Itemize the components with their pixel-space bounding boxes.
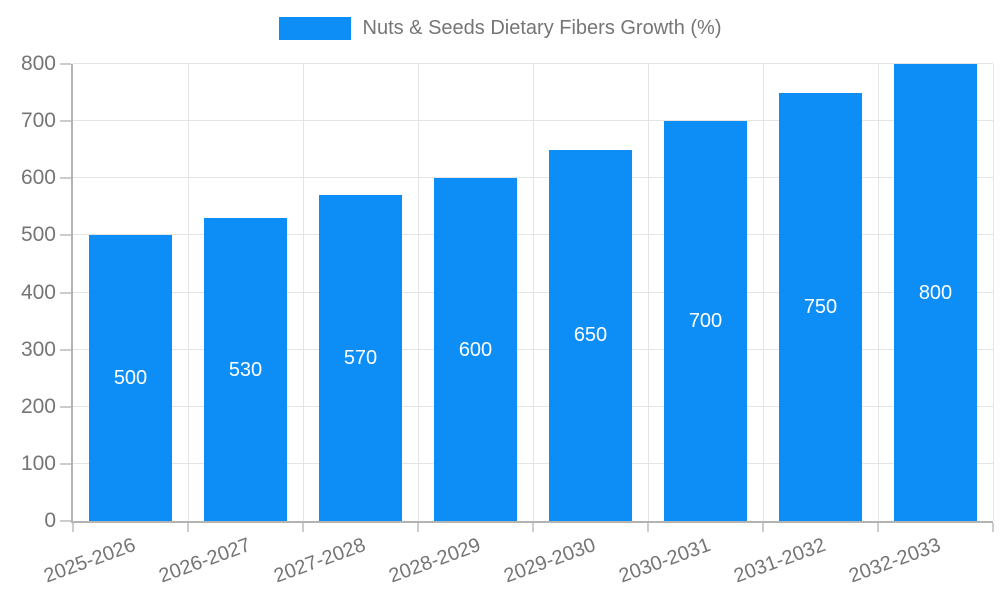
bar-2025-2026[interactable]: 500 [89,235,172,521]
y-tick [60,405,71,408]
y-tick-label: 600 [20,166,56,190]
bar-value-label: 500 [113,367,148,390]
y-tick-label: 0 [44,509,56,532]
bar-value-label: 800 [918,281,953,304]
x-tick [72,523,74,532]
bar-value-label: 700 [688,310,723,333]
bar-2027-2028[interactable]: 570 [319,195,402,521]
bar-value-label: 650 [573,324,608,347]
x-tick [762,523,764,532]
x-tick [877,523,879,532]
v-gridline [417,64,419,521]
x-tick [647,523,649,532]
bar-2031-2032[interactable]: 750 [779,92,862,521]
y-tick [60,234,71,237]
y-tick [60,462,71,465]
h-gridline [73,63,993,64]
y-tick [60,291,71,294]
bar-2028-2029[interactable]: 600 [434,178,517,521]
v-gridline [992,64,994,521]
y-tick-label: 800 [20,52,56,75]
legend-swatch [278,17,351,40]
y-tick [60,120,71,123]
bar-2030-2031[interactable]: 700 [664,121,747,521]
bar-2026-2027[interactable]: 530 [204,218,287,521]
y-tick-label: 100 [20,451,56,475]
bar-value-label: 600 [458,338,493,361]
bar-value-label: 750 [803,295,838,318]
y-tick [60,177,71,180]
v-gridline [877,64,879,521]
y-tick-label: 300 [20,337,56,361]
bar-value-label: 530 [228,358,263,381]
x-tick [532,523,534,532]
x-tick [417,523,419,532]
legend: Nuts & Seeds Dietary Fibers Growth (%) [0,17,1000,40]
y-tick [60,348,71,351]
x-tick [992,523,994,532]
x-tick [302,523,304,532]
v-gridline [187,64,189,521]
v-gridline [647,64,649,521]
y-tick-label: 700 [20,109,56,133]
x-tick [187,523,189,532]
y-tick-label: 500 [20,223,56,247]
y-tick [60,63,71,65]
v-gridline [532,64,534,521]
x-axis-line [71,521,993,523]
bar-value-label: 570 [343,347,378,370]
y-tick-label: 200 [20,394,56,418]
v-gridline [302,64,304,521]
y-axis-line [71,64,73,521]
bar-2029-2030[interactable]: 650 [549,149,632,521]
y-tick [60,520,71,522]
v-gridline [762,64,764,521]
y-tick-label: 400 [20,280,56,304]
legend-label: Nuts & Seeds Dietary Fibers Growth (%) [362,17,722,39]
bar-2032-2033[interactable]: 800 [894,64,977,521]
